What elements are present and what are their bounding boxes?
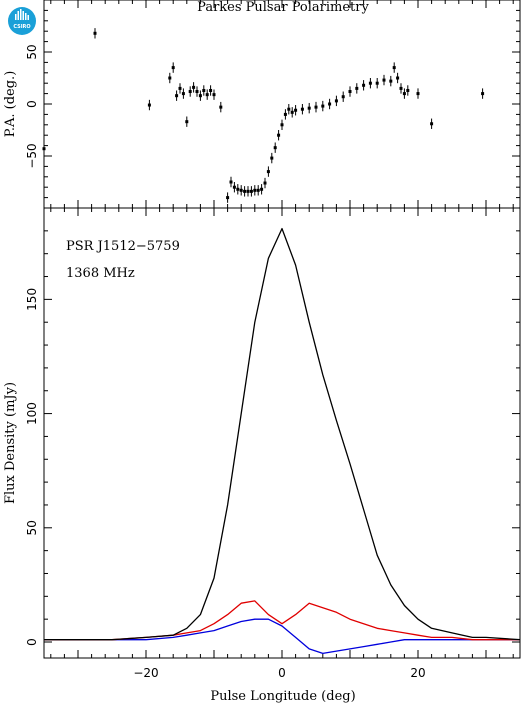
csiro-logo-text: CSIRO: [13, 24, 30, 30]
pa-point: [382, 74, 386, 86]
pa-x-ticks: [50, 0, 514, 208]
profile-x-axis-title: Pulse Longitude (deg): [210, 689, 355, 704]
pa-point: [239, 185, 243, 196]
pa-point: [185, 116, 189, 127]
pa-point: [430, 118, 434, 129]
profile-lines: [44, 227, 521, 655]
pa-point: [192, 82, 196, 93]
pa-point: [226, 192, 230, 203]
pulsar-name-label: PSR J1512−5759: [66, 239, 180, 254]
profile-y-ticks: 0 50 100 150: [25, 230, 520, 646]
pa-point: [260, 184, 264, 195]
pa-point: [212, 89, 216, 100]
y-tick-label: 100: [25, 402, 39, 425]
pa-point: [307, 102, 311, 114]
pa-point: [368, 78, 372, 89]
csiro-logo-circle: [8, 7, 36, 35]
pa-panel: −50 0 50 P.A. (deg.): [3, 0, 521, 209]
x-tick-label: −20: [133, 666, 158, 680]
pa-point: [399, 83, 403, 94]
profile-line-circular: [44, 618, 520, 655]
pa-point: [355, 83, 359, 94]
pa-point: [396, 72, 400, 84]
y-tick-label: 0: [25, 638, 39, 646]
csiro-logo-bars: [15, 9, 29, 20]
chart-title: Parkes Pulsar Polarimetry: [197, 0, 369, 15]
profile-x-ticks: −20 0 20: [50, 208, 514, 680]
pa-point: [249, 186, 253, 197]
pa-panel-frame: [43, 0, 521, 209]
pa-point: [270, 152, 274, 164]
pa-point: [232, 182, 236, 193]
pa-point: [481, 88, 485, 99]
pa-point: [328, 98, 332, 110]
pa-point: [236, 184, 240, 195]
pa-point: [253, 185, 257, 196]
pa-point: [188, 86, 192, 97]
pa-point: [202, 85, 206, 96]
pa-y-ticks: −50 0 50: [25, 0, 520, 209]
pa-point: [362, 80, 366, 91]
profile-y-axis-title: Flux Density (mJy): [3, 382, 18, 504]
y-tick-label: 0: [25, 100, 39, 108]
pa-point: [375, 78, 379, 89]
pa-point: [178, 83, 182, 94]
pa-point: [229, 176, 233, 188]
pa-point: [300, 104, 304, 115]
pa-point: [392, 62, 396, 73]
pa-point: [147, 99, 151, 111]
pa-points: [42, 28, 485, 203]
pa-point: [263, 177, 267, 189]
pa-y-axis-title: P.A. (deg.): [3, 71, 18, 138]
pa-point: [348, 86, 352, 97]
pa-point: [321, 100, 325, 112]
pa-point: [273, 142, 277, 153]
profile-panel: −20 0 20 0 50 100 150 Flux Density (mJy) Puls…: [3, 207, 521, 704]
pa-point: [219, 101, 223, 113]
x-tick-label: 0: [278, 666, 286, 680]
pa-point: [266, 166, 270, 177]
pa-point: [283, 109, 287, 120]
pa-point: [93, 28, 97, 39]
pa-point: [209, 85, 213, 96]
pa-point: [205, 89, 209, 100]
y-tick-label: −50: [25, 143, 39, 168]
pa-point: [280, 119, 284, 130]
pa-point: [314, 101, 318, 113]
pa-point: [341, 91, 345, 102]
pa-point: [334, 95, 338, 107]
pa-point: [195, 86, 199, 97]
csiro-logo: CSIRO: [8, 7, 36, 35]
pa-point: [42, 143, 46, 154]
pa-point: [256, 185, 260, 196]
pa-point: [416, 88, 420, 99]
pa-point: [243, 186, 247, 197]
pa-point: [171, 62, 175, 73]
pa-point: [246, 186, 250, 197]
y-tick-label: 50: [25, 44, 39, 59]
x-tick-label: 20: [410, 666, 425, 680]
profile-line-total: [44, 227, 521, 641]
pa-point: [175, 90, 179, 101]
pa-point: [294, 105, 298, 116]
pa-point: [389, 75, 393, 87]
pa-point: [168, 72, 172, 84]
pa-point: [277, 130, 281, 141]
frequency-label: 1368 MHz: [66, 266, 135, 281]
profile-line-linear: [44, 600, 520, 641]
pa-point: [198, 90, 202, 101]
pa-point: [181, 88, 185, 99]
pa-point: [402, 88, 406, 99]
y-tick-label: 50: [25, 520, 39, 535]
y-tick-label: 150: [25, 288, 39, 311]
pa-point: [290, 107, 294, 118]
pa-point: [406, 85, 410, 96]
pa-point: [287, 104, 291, 115]
